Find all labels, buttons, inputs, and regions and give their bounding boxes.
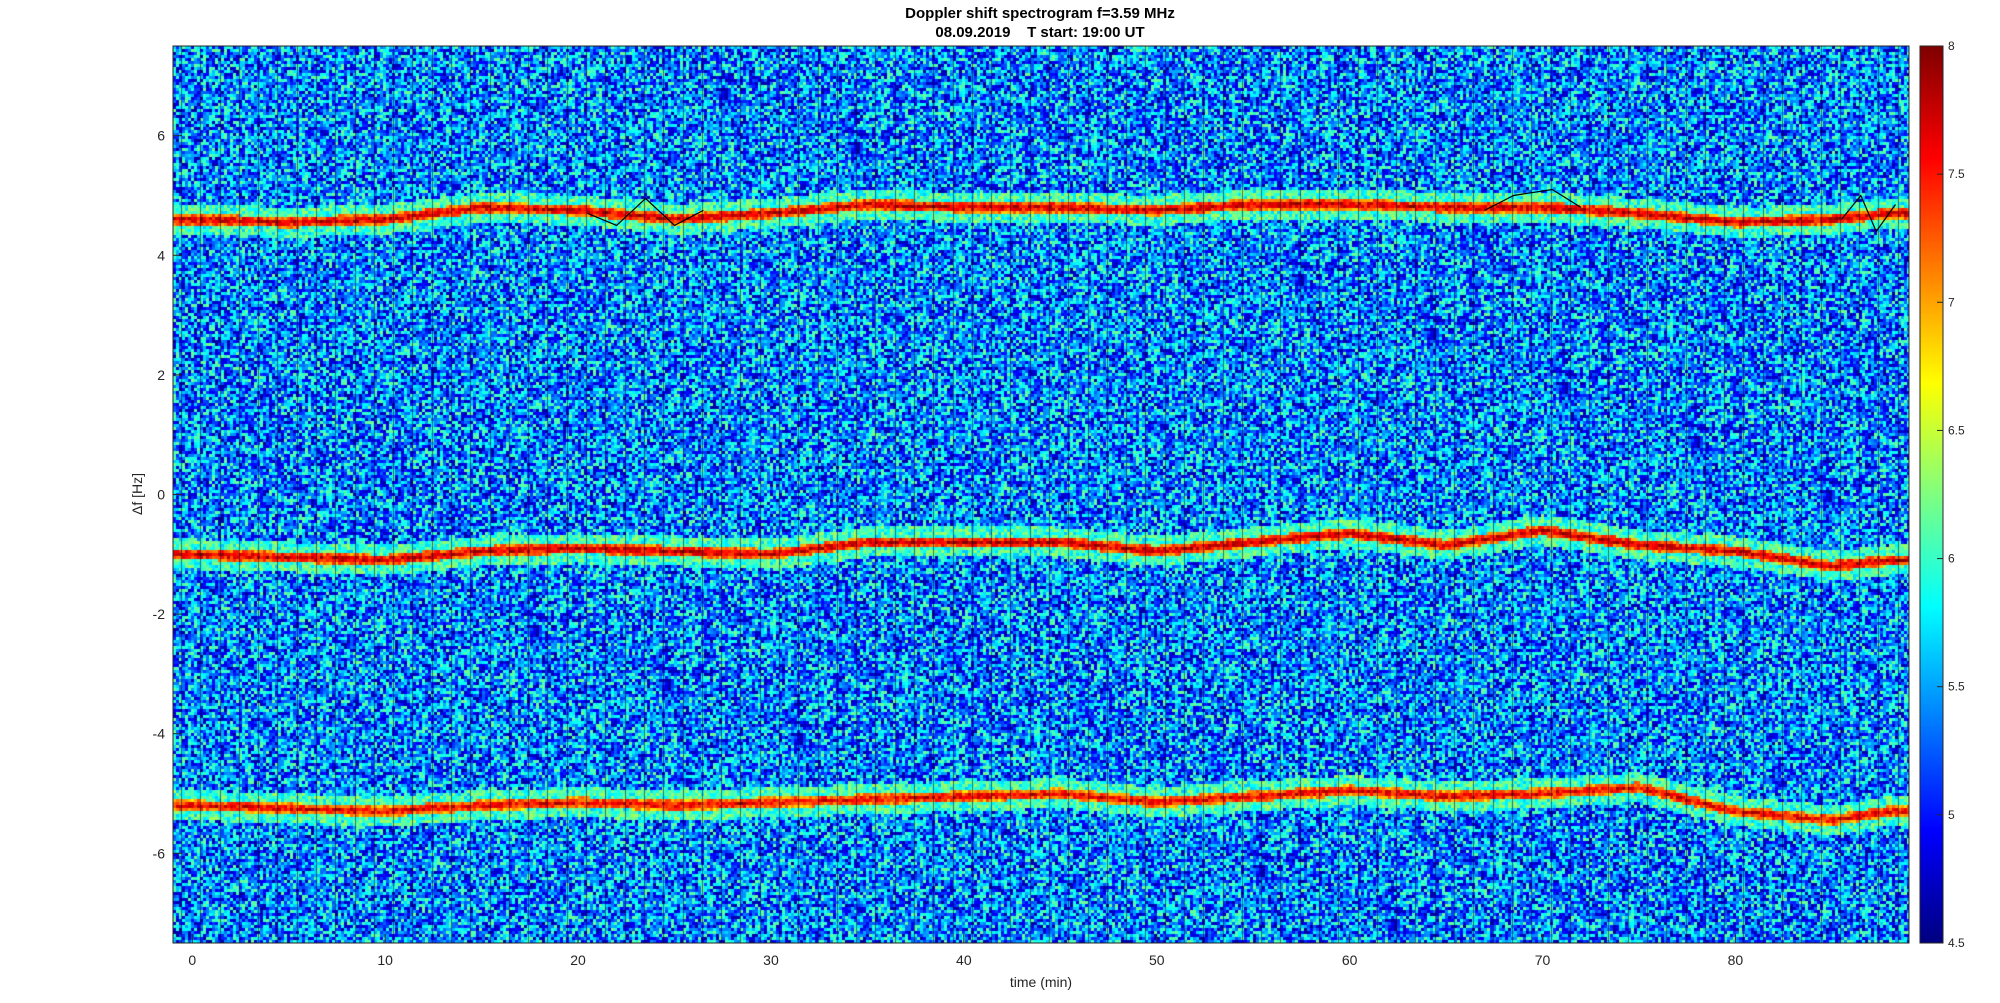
- chart-subtitle: 08.09.2019 T start: 19:00 UT: [935, 24, 1144, 41]
- y-tick-label: -2: [153, 606, 166, 622]
- colorbar-tick-label: 7.5: [1948, 167, 1965, 181]
- colorbar-tick-label: 6: [1948, 552, 1955, 566]
- x-tick-label: 10: [377, 952, 393, 968]
- colorbar-frame: [1919, 45, 1944, 944]
- colorbar: 4.5 5 5.5 6 6.5 7 7.5 8: [1919, 39, 1965, 950]
- colorbar-tick-label: 5: [1948, 808, 1955, 822]
- colorbar-tick-label: 7: [1948, 295, 1955, 309]
- overlay-segment-0: [587, 197, 704, 227]
- x-axis: 0 10 20 30 40 50 60 70 80: [188, 934, 1743, 968]
- y-tick-label: 4: [157, 247, 165, 263]
- colorbar-ticks: 4.5 5 5.5 6 6.5 7 7.5 8: [1937, 39, 1965, 950]
- colorbar-tick-label: 8: [1948, 39, 1955, 53]
- colorbar-tick-label: 5.5: [1948, 680, 1965, 694]
- x-tick-label: 50: [1149, 952, 1165, 968]
- spectrogram-heatmap: [173, 46, 1909, 943]
- x-tick-label: 60: [1342, 952, 1358, 968]
- x-tick-label: 40: [956, 952, 972, 968]
- y-tick-label: -6: [153, 845, 166, 861]
- colorbar-gradient: [1920, 46, 1943, 943]
- x-axis-label: time (min): [1010, 974, 1072, 990]
- x-tick-label: 20: [570, 952, 586, 968]
- y-axis: -6 -4 -2 0 2 4 6: [153, 128, 182, 861]
- x-tick-label: 0: [188, 952, 196, 968]
- y-axis-label: Δf [Hz]: [129, 473, 145, 515]
- y-tick-label: 0: [157, 487, 165, 503]
- colorbar-tick-label: 6.5: [1948, 423, 1965, 437]
- plot-area: [172, 45, 1910, 944]
- y-tick-label: -4: [153, 726, 166, 742]
- overlay-segment-2: [1841, 194, 1896, 233]
- x-tick-label: 70: [1535, 952, 1551, 968]
- chart-title: Doppler shift spectrogram f=3.59 MHz: [905, 5, 1175, 22]
- y-tick-label: 2: [157, 367, 165, 383]
- colorbar-tick-label: 4.5: [1948, 936, 1965, 950]
- x-tick-label: 30: [763, 952, 779, 968]
- y-tick-label: 6: [157, 128, 165, 144]
- x-tick-label: 80: [1728, 952, 1744, 968]
- overlay-line: [587, 188, 1896, 233]
- overlay-segment-1: [1484, 188, 1582, 211]
